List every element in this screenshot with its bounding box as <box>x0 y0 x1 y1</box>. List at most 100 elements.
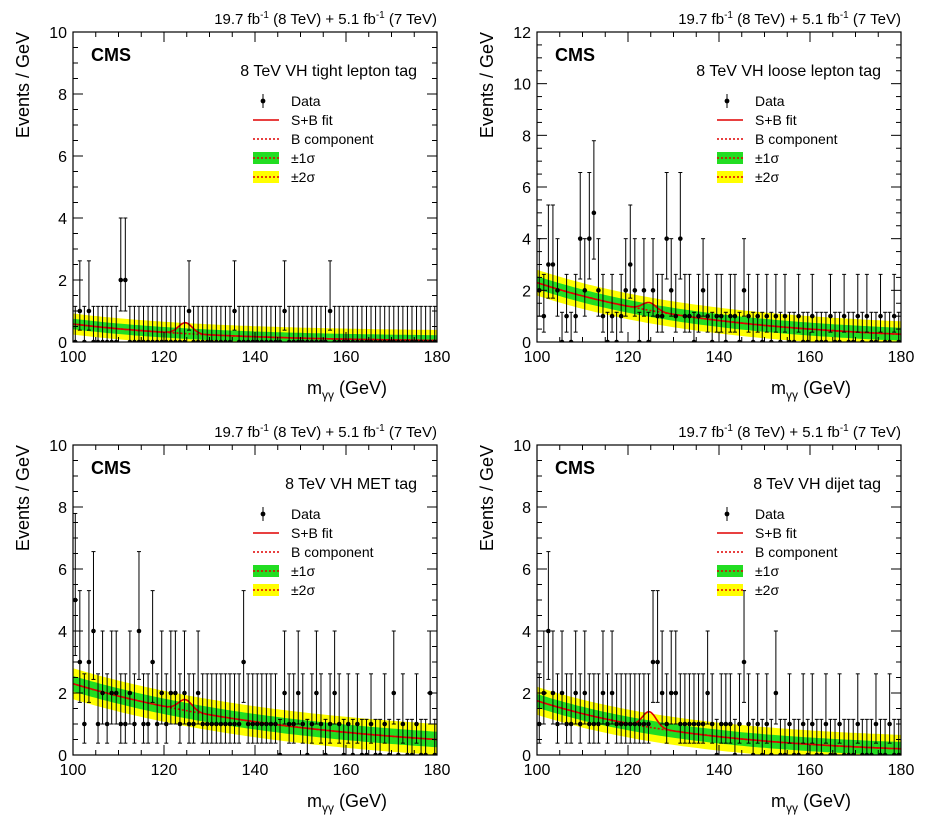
data-point <box>596 288 601 293</box>
data-point <box>746 313 751 319</box>
data-point <box>559 690 565 696</box>
data-point <box>618 313 624 319</box>
data-point <box>700 288 706 293</box>
data-point <box>336 721 342 727</box>
data-point <box>182 690 187 696</box>
x-tick-label: 100 <box>60 762 87 779</box>
y-tick-label: 4 <box>58 624 67 641</box>
data-point <box>282 308 287 314</box>
data-point <box>718 313 724 319</box>
data-point <box>546 628 551 634</box>
data-point <box>345 721 351 727</box>
legend-data-marker <box>260 511 266 517</box>
legend-data-marker <box>260 98 266 104</box>
data-point <box>568 721 574 727</box>
category-tag-label: 8 TeV VH loose lepton tag <box>696 63 881 80</box>
x-axis-title: mγγ (GeV) <box>307 378 387 402</box>
data-point <box>664 721 669 727</box>
data-point <box>223 721 228 727</box>
data-point <box>809 721 815 727</box>
y-tick-label: 2 <box>522 283 531 300</box>
data-point <box>573 690 578 696</box>
data-point <box>841 313 847 319</box>
data-point <box>823 721 829 727</box>
data-point <box>564 721 569 727</box>
legend-label-b-component: B component <box>755 544 838 560</box>
y-tick-label: 8 <box>522 128 531 145</box>
x-tick-label: 120 <box>151 349 178 366</box>
data-point <box>764 721 770 727</box>
data-point <box>232 308 237 314</box>
data-point <box>318 721 324 727</box>
x-tick-label: 160 <box>797 349 824 366</box>
data-point <box>355 721 360 727</box>
data-point <box>646 721 651 727</box>
legend-label-two-sigma: ±2σ <box>291 169 315 185</box>
data-point <box>609 690 615 696</box>
x-tick-label: 180 <box>424 349 451 366</box>
data-point <box>327 721 333 727</box>
data-point <box>623 721 629 727</box>
y-tick-label: 8 <box>522 500 531 517</box>
data-point <box>391 690 397 696</box>
legend-label-sb-fit: S+B fit <box>291 112 333 128</box>
luminosity-label: 19.7 fb-1 (8 TeV) + 5.1 fb-1 (7 TeV) <box>214 423 437 441</box>
data-point <box>236 721 242 727</box>
x-tick-label: 160 <box>797 762 824 779</box>
data-point <box>632 288 638 293</box>
y-tick-label: 10 <box>49 25 67 42</box>
data-point <box>127 690 133 696</box>
data-point <box>77 659 83 665</box>
legend-data-marker <box>724 98 730 104</box>
data-point <box>714 313 720 319</box>
data-point <box>587 236 592 241</box>
legend-label-b-component: B component <box>755 131 838 147</box>
data-point <box>95 721 101 727</box>
data-point <box>764 313 770 319</box>
data-point <box>327 308 333 314</box>
legend: Data S+B fit B component ±1σ ±2σ <box>717 93 838 185</box>
data-point <box>550 262 556 267</box>
data-point <box>123 277 128 283</box>
data-point <box>796 313 801 319</box>
legend-data-marker <box>724 511 730 517</box>
experiment-label: CMS <box>91 45 131 65</box>
legend: Data S+B fit B component ±1σ ±2σ <box>253 506 374 598</box>
x-tick-label: 180 <box>424 762 451 779</box>
data-point <box>91 628 96 634</box>
data-point <box>141 721 146 727</box>
data-point <box>118 721 124 727</box>
data-point <box>755 721 760 727</box>
y-tick-label: 4 <box>58 211 67 228</box>
y-tick-label: 0 <box>522 748 531 765</box>
data-point <box>641 288 647 293</box>
y-tick-label: 4 <box>522 232 531 249</box>
data-point <box>773 690 779 696</box>
x-tick-label: 140 <box>242 762 269 779</box>
legend-label-b-component: B component <box>291 544 374 560</box>
x-tick-label: 120 <box>615 349 642 366</box>
data-point <box>650 659 656 665</box>
data-point <box>650 288 656 293</box>
data-point <box>696 313 701 319</box>
legend: Data S+B fit B component ±1σ ±2σ <box>253 93 374 185</box>
data-point <box>696 721 701 727</box>
data-point <box>282 690 287 696</box>
data-point <box>673 690 679 696</box>
sb-fit-line <box>537 281 901 336</box>
plot-area <box>537 551 901 755</box>
chart-panel-1: 100 120 140 160 180 0 2 4 6 8 10 Events / GeV mγγ (G… <box>13 10 450 402</box>
y-axis-title: Events / GeV <box>13 445 33 551</box>
data-point <box>878 313 883 319</box>
legend-label-data: Data <box>291 93 321 109</box>
x-tick-label: 180 <box>888 349 915 366</box>
data-point <box>614 721 619 727</box>
data-point <box>591 721 597 727</box>
data-point <box>195 690 201 696</box>
y-tick-label: 10 <box>49 438 67 455</box>
data-point <box>855 313 861 319</box>
data-point <box>809 313 815 319</box>
data-point <box>891 313 897 319</box>
data-point <box>218 721 224 727</box>
data-point <box>555 288 560 293</box>
